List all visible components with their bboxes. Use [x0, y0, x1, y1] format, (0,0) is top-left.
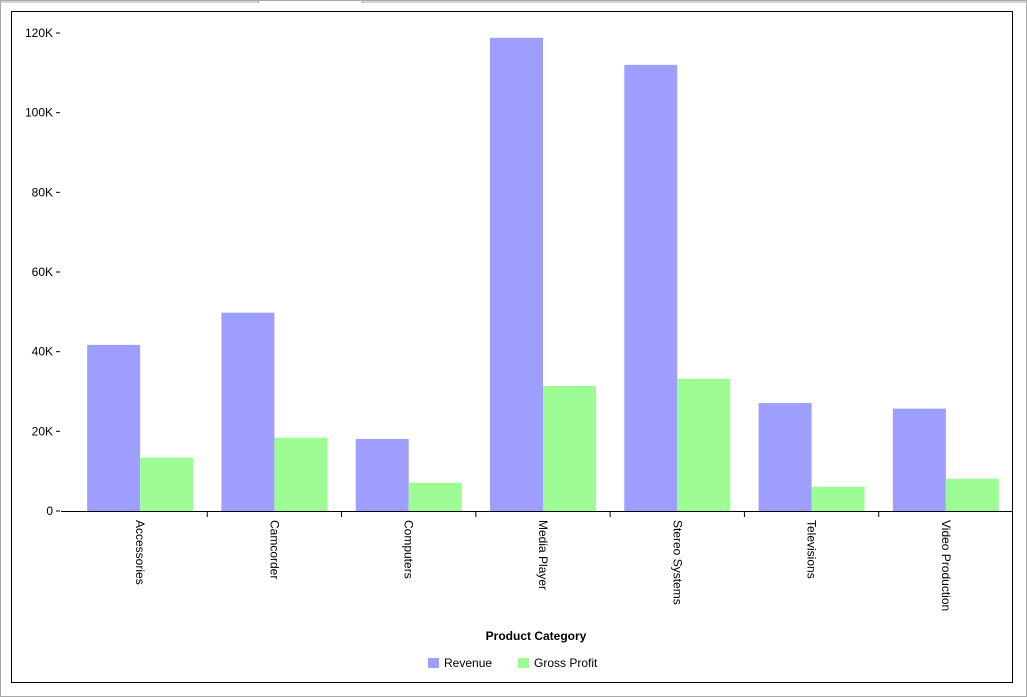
bar-gross-profit-accessories[interactable] [140, 457, 194, 511]
bars-layer [87, 37, 999, 511]
bar-revenue-camcorder[interactable] [221, 312, 275, 511]
x-tick-label-video-production: Video Production [939, 520, 953, 611]
bar-gross-profit-media-player[interactable] [543, 385, 596, 511]
bar-revenue-computers[interactable] [355, 438, 409, 511]
x-tick-label-stereo-systems: Stereo Systems [670, 520, 684, 605]
x-tick-label-camcorder: Camcorder [267, 520, 281, 579]
bar-revenue-stereo-systems[interactable] [624, 64, 678, 511]
bar-revenue-video-production[interactable] [892, 408, 946, 511]
y-tick-label-0: 0 [46, 504, 53, 518]
y-tick-label-100k: 100K [25, 106, 53, 120]
bar-revenue-accessories[interactable] [87, 344, 141, 511]
x-tick-label-televisions: Televisions [805, 520, 819, 579]
bar-revenue-media-player[interactable] [490, 37, 543, 511]
x-tick-label-media-player: Media Player [536, 520, 550, 590]
y-tick-label-20k: 20K [32, 424, 53, 438]
legend-swatch-gross-profit [518, 658, 529, 668]
bar-gross-profit-video-production[interactable] [945, 478, 999, 511]
axis-layer [56, 32, 1013, 517]
y-tick-label-120k: 120K [25, 26, 53, 40]
legend: Revenue Gross Profit [428, 656, 598, 670]
legend-swatch-revenue [428, 658, 439, 668]
bar-revenue-televisions[interactable] [758, 403, 812, 511]
chart-frame [11, 11, 1013, 683]
top-strip [0, 0, 1027, 3]
labels-layer: 0 20K 40K 60K 80K 100K 120K Accessories Camcorde… [25, 26, 953, 611]
x-tick-label-accessories: Accessories [133, 520, 147, 585]
y-tick-label-40k: 40K [32, 345, 53, 359]
bar-gross-profit-televisions[interactable] [811, 486, 865, 511]
x-axis-title: Product Category [486, 629, 587, 643]
bar-gross-profit-computers[interactable] [408, 482, 462, 511]
top-tab[interactable] [258, 0, 363, 3]
y-tick-label-80k: 80K [32, 185, 53, 199]
y-tick-label-60k: 60K [32, 265, 53, 279]
x-tick-label-computers: Computers [402, 520, 416, 579]
bar-gross-profit-stereo-systems[interactable] [677, 378, 731, 511]
bar-gross-profit-camcorder[interactable] [274, 437, 328, 511]
legend-label-revenue[interactable]: Revenue [444, 656, 492, 670]
legend-label-gross-profit[interactable]: Gross Profit [534, 656, 598, 670]
